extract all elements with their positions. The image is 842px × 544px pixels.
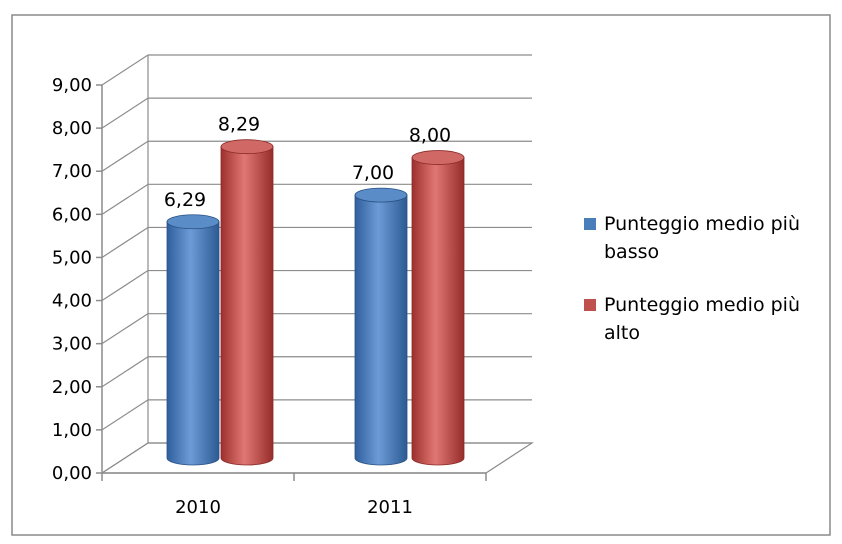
legend-label-series-1: Punteggio medio più basso	[604, 213, 800, 263]
gridline-side	[101, 140, 149, 172]
bar-top	[354, 187, 408, 203]
bar-top	[166, 214, 220, 230]
legend-item-series-1: Punteggio medio più basso	[584, 210, 834, 266]
bar	[411, 150, 465, 466]
gridline-side	[101, 399, 149, 431]
bar-body	[411, 157, 465, 466]
y-tick-label: 6,00	[52, 204, 92, 225]
y-tick-label: 0,00	[52, 463, 92, 484]
data-label: 8,00	[409, 125, 451, 147]
gridline-side	[101, 270, 149, 302]
bar	[166, 214, 220, 466]
x-tick-label: 2010	[175, 497, 221, 518]
gridline-side	[101, 183, 149, 215]
legend-item-series-2: Punteggio medio più alto	[584, 291, 834, 347]
bar-top	[220, 139, 274, 155]
legend-label-series-2: Punteggio medio più alto	[604, 294, 800, 344]
data-label: 8,29	[218, 114, 260, 136]
bar-top	[411, 150, 465, 165]
legend-swatch-series-2	[584, 299, 596, 311]
gridline-side	[101, 97, 149, 129]
y-tick-label: 5,00	[52, 247, 92, 268]
bar-body	[166, 221, 220, 466]
data-label: 7,00	[352, 162, 394, 184]
data-label: 6,29	[164, 189, 206, 211]
legend-swatch-series-1	[584, 218, 596, 230]
y-tick-label: 3,00	[52, 334, 92, 355]
axes: 0,00 1,00 2,00 3,00 4,00 5,00 6,00 7,00 8,00 9,00…	[52, 75, 487, 518]
gridline-side	[101, 356, 149, 388]
bars	[166, 139, 465, 466]
bar	[220, 139, 274, 466]
bar-body	[220, 146, 274, 466]
bar-body	[354, 194, 408, 466]
gridline-side	[101, 313, 149, 345]
gridline-side	[101, 226, 149, 258]
bar	[354, 187, 408, 466]
gridline-side	[101, 54, 149, 86]
x-tick-label: 2011	[367, 497, 413, 518]
y-tick-label: 1,00	[52, 420, 92, 441]
y-tick-label: 4,00	[52, 291, 92, 312]
y-tick-label: 2,00	[52, 377, 92, 398]
y-tick-label: 9,00	[52, 75, 92, 96]
legend: Punteggio medio più basso Punteggio medi…	[584, 210, 834, 372]
y-tick-label: 8,00	[52, 118, 92, 139]
labels: 6,29 8,29 7,00 8,00	[164, 114, 451, 211]
y-tick-label: 7,00	[52, 161, 92, 182]
